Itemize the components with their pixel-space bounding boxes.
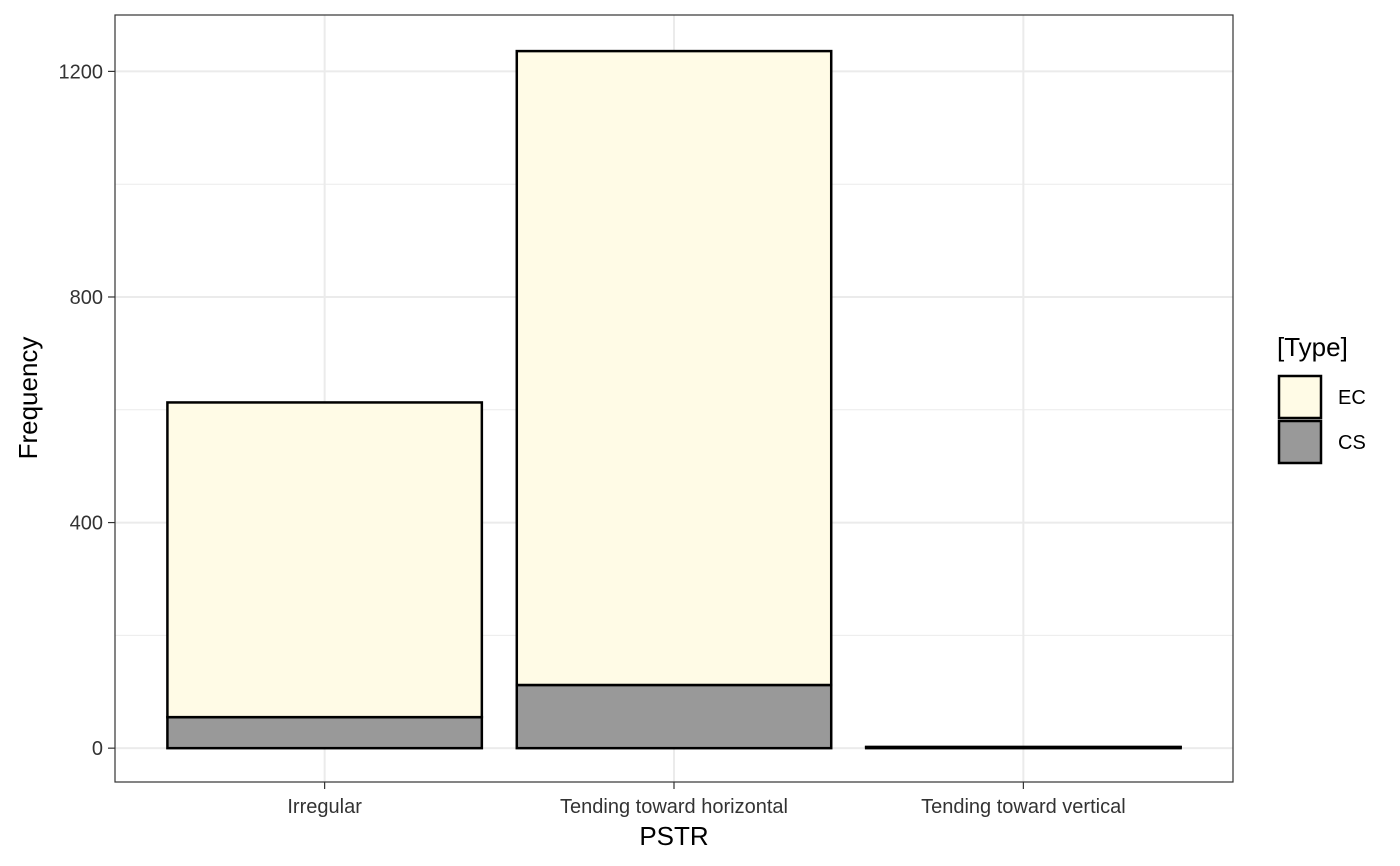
x-tick-label: Tending toward horizontal <box>560 796 788 818</box>
y-tick-label: 800 <box>70 287 103 309</box>
y-axis-title: Frequency <box>13 337 43 460</box>
y-tick-label: 0 <box>92 738 103 760</box>
legend-label: CS <box>1338 432 1366 454</box>
bar-cs <box>515 683 833 750</box>
x-axis: Irregular Tending toward horizontal Tendin… <box>287 782 1126 818</box>
bars <box>166 49 1182 750</box>
legend-key-ec <box>1277 374 1323 420</box>
x-tick-label: Tending toward vertical <box>921 796 1126 818</box>
y-axis: 0 400 800 1200 <box>59 61 115 760</box>
y-tick-label: 400 <box>70 513 103 535</box>
bar-cs <box>166 715 484 750</box>
bar-ec <box>166 401 484 719</box>
legend: [Type] EC CS <box>1277 332 1366 465</box>
legend-entries: EC CS <box>1277 374 1366 465</box>
bar-ec <box>515 49 833 687</box>
legend-title: [Type] <box>1277 332 1348 362</box>
y-tick-label: 1200 <box>59 61 104 83</box>
x-axis-title: PSTR <box>639 821 708 851</box>
x-tick-label: Irregular <box>287 796 362 818</box>
legend-label: EC <box>1338 387 1366 409</box>
legend-key-cs <box>1277 419 1323 465</box>
